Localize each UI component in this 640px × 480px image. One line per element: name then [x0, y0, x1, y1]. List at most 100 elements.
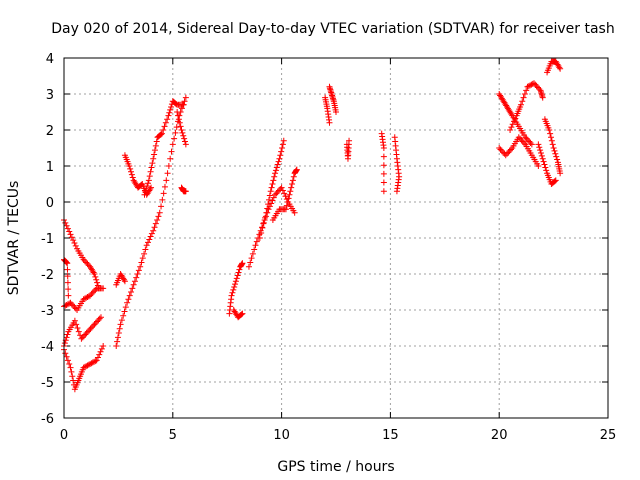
data-point: [100, 285, 107, 292]
data-point: [164, 116, 171, 123]
data-point: [519, 98, 526, 105]
data-point: [151, 224, 158, 231]
data-point: [118, 317, 125, 324]
data-point: [89, 359, 96, 366]
data-point: [265, 206, 272, 213]
data-point: [114, 338, 121, 345]
data-point: [67, 231, 74, 238]
data-point: [542, 164, 549, 171]
data-point: [82, 331, 89, 338]
data-point: [278, 148, 285, 155]
data-point: [275, 158, 282, 165]
data-point: [557, 170, 564, 177]
y-tick-label: 4: [46, 52, 54, 67]
data-point: [96, 315, 103, 322]
data-point: [142, 188, 149, 195]
data-point: [512, 115, 519, 122]
data-point: [120, 312, 127, 319]
data-point: [167, 106, 174, 113]
data-point: [259, 224, 266, 231]
data-point: [91, 358, 98, 365]
data-point: [272, 170, 279, 177]
data-point: [509, 121, 516, 128]
data-point: [165, 112, 172, 119]
data-point: [252, 242, 259, 249]
data-point: [553, 153, 560, 160]
data-point: [502, 152, 509, 159]
data-point: [541, 161, 548, 168]
data-point: [533, 83, 540, 90]
data-point: [269, 197, 276, 204]
data-point: [63, 222, 70, 229]
data-point: [81, 258, 88, 265]
y-tick-label: -5: [41, 376, 54, 391]
data-point: [548, 137, 555, 144]
data-point: [80, 364, 87, 371]
data-point: [61, 340, 68, 347]
data-point: [116, 325, 123, 332]
data-point: [63, 334, 70, 341]
data-point: [276, 155, 283, 162]
data-point: [62, 219, 69, 226]
data-point: [523, 135, 530, 142]
data-point: [517, 135, 524, 142]
data-point: [272, 167, 279, 174]
data-point: [160, 190, 167, 197]
chart-title: Day 020 of 2014, Sidereal Day-to-day VTE…: [51, 21, 614, 37]
data-point: [534, 84, 541, 91]
data-point: [264, 205, 271, 212]
data-point: [87, 292, 94, 299]
data-point: [556, 64, 563, 71]
data-point: [73, 321, 80, 328]
data-point: [129, 285, 136, 292]
data-point: [125, 296, 132, 303]
y-axis-title: SDTVAR / TECUs: [6, 181, 22, 296]
data-point: [168, 148, 175, 155]
data-point: [518, 137, 525, 144]
data-point: [63, 353, 70, 360]
data-point: [158, 130, 165, 137]
data-point: [272, 191, 279, 198]
data-point: [90, 269, 97, 276]
data-point: [557, 65, 564, 72]
data-point: [158, 203, 165, 210]
data-point: [165, 163, 172, 169]
data-point: [524, 137, 531, 144]
data-point: [144, 183, 151, 190]
y-tick-label: -4: [41, 340, 54, 355]
data-point: [139, 255, 146, 262]
data-point: [263, 209, 270, 216]
data-point: [535, 163, 542, 169]
data-point: [269, 181, 276, 187]
data-point: [81, 332, 88, 339]
data-point: [279, 187, 286, 194]
data-point: [150, 155, 157, 162]
tick-labels: 0 5 10 15 20 25 -6 -5 -4 -3 -2 -1 0 1 2 3 4: [41, 52, 616, 443]
data-point: [137, 263, 144, 270]
data-point: [130, 281, 137, 288]
data-point: [115, 330, 122, 337]
data-point: [70, 237, 77, 244]
y-tick-label: 2: [46, 124, 54, 139]
data-point: [84, 294, 91, 301]
data-point: [380, 179, 387, 186]
y-tick-label: -3: [41, 304, 54, 319]
data-point: [289, 181, 296, 187]
data-point: [150, 227, 157, 234]
data-point: [271, 173, 278, 180]
data-point: [148, 184, 155, 191]
data-point: [535, 141, 542, 148]
data-point: [268, 200, 275, 207]
data-point: [507, 146, 514, 153]
data-point: [288, 184, 295, 191]
data-point: [122, 304, 129, 311]
data-point: [393, 188, 400, 195]
data-point: [72, 305, 79, 312]
data-point: [163, 177, 170, 184]
data-point: [380, 188, 387, 195]
x-axis-title: GPS time / hours: [277, 459, 394, 475]
data-point: [69, 373, 76, 380]
data-point: [84, 328, 91, 335]
data-point: [79, 334, 86, 341]
data-point: [287, 188, 294, 195]
